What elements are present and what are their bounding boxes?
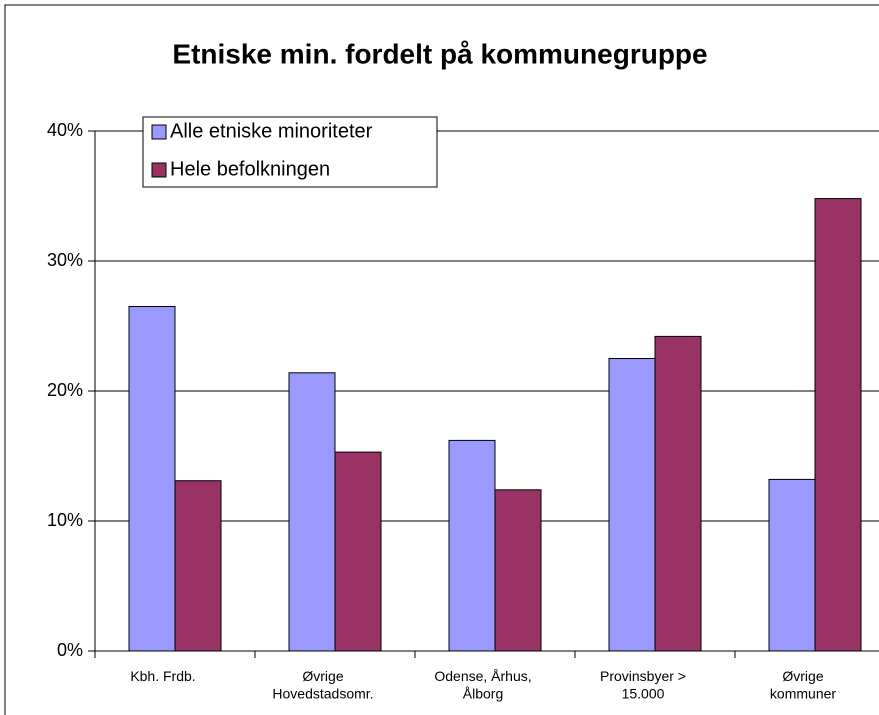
x-tick-label: Øvrige Hovedstadsomr.	[272, 668, 373, 702]
legend-swatch	[151, 124, 167, 140]
legend-label: Alle etniske minoriteter	[170, 120, 373, 142]
bar	[768, 478, 816, 652]
legend-swatch	[151, 162, 167, 178]
bar	[814, 198, 862, 652]
y-tick-label: 20%	[47, 380, 83, 400]
bar	[494, 489, 542, 652]
bar	[128, 306, 176, 652]
y-tick-label: 0%	[57, 640, 83, 660]
legend-box	[142, 116, 438, 188]
y-tick-label: 40%	[47, 120, 83, 140]
bar	[448, 439, 496, 652]
bar	[334, 451, 382, 652]
x-tick-label: Kbh. Frdb.	[130, 668, 195, 684]
bar	[654, 335, 702, 652]
x-tick-label: Provinsbyer >15.000	[600, 668, 686, 702]
x-tick-label: Odense, Århus, Ålborg	[434, 668, 531, 702]
y-tick-label: 10%	[47, 510, 83, 530]
bar	[174, 480, 222, 652]
y-tick-label: 30%	[47, 250, 83, 270]
bar	[608, 358, 656, 652]
legend-label: Hele befolkningen	[170, 158, 330, 180]
x-tick-label: Øvrige kommuner	[770, 668, 836, 702]
bar	[288, 372, 336, 652]
chart-title: Etniske min. fordelt på kommunegruppe	[172, 38, 707, 69]
